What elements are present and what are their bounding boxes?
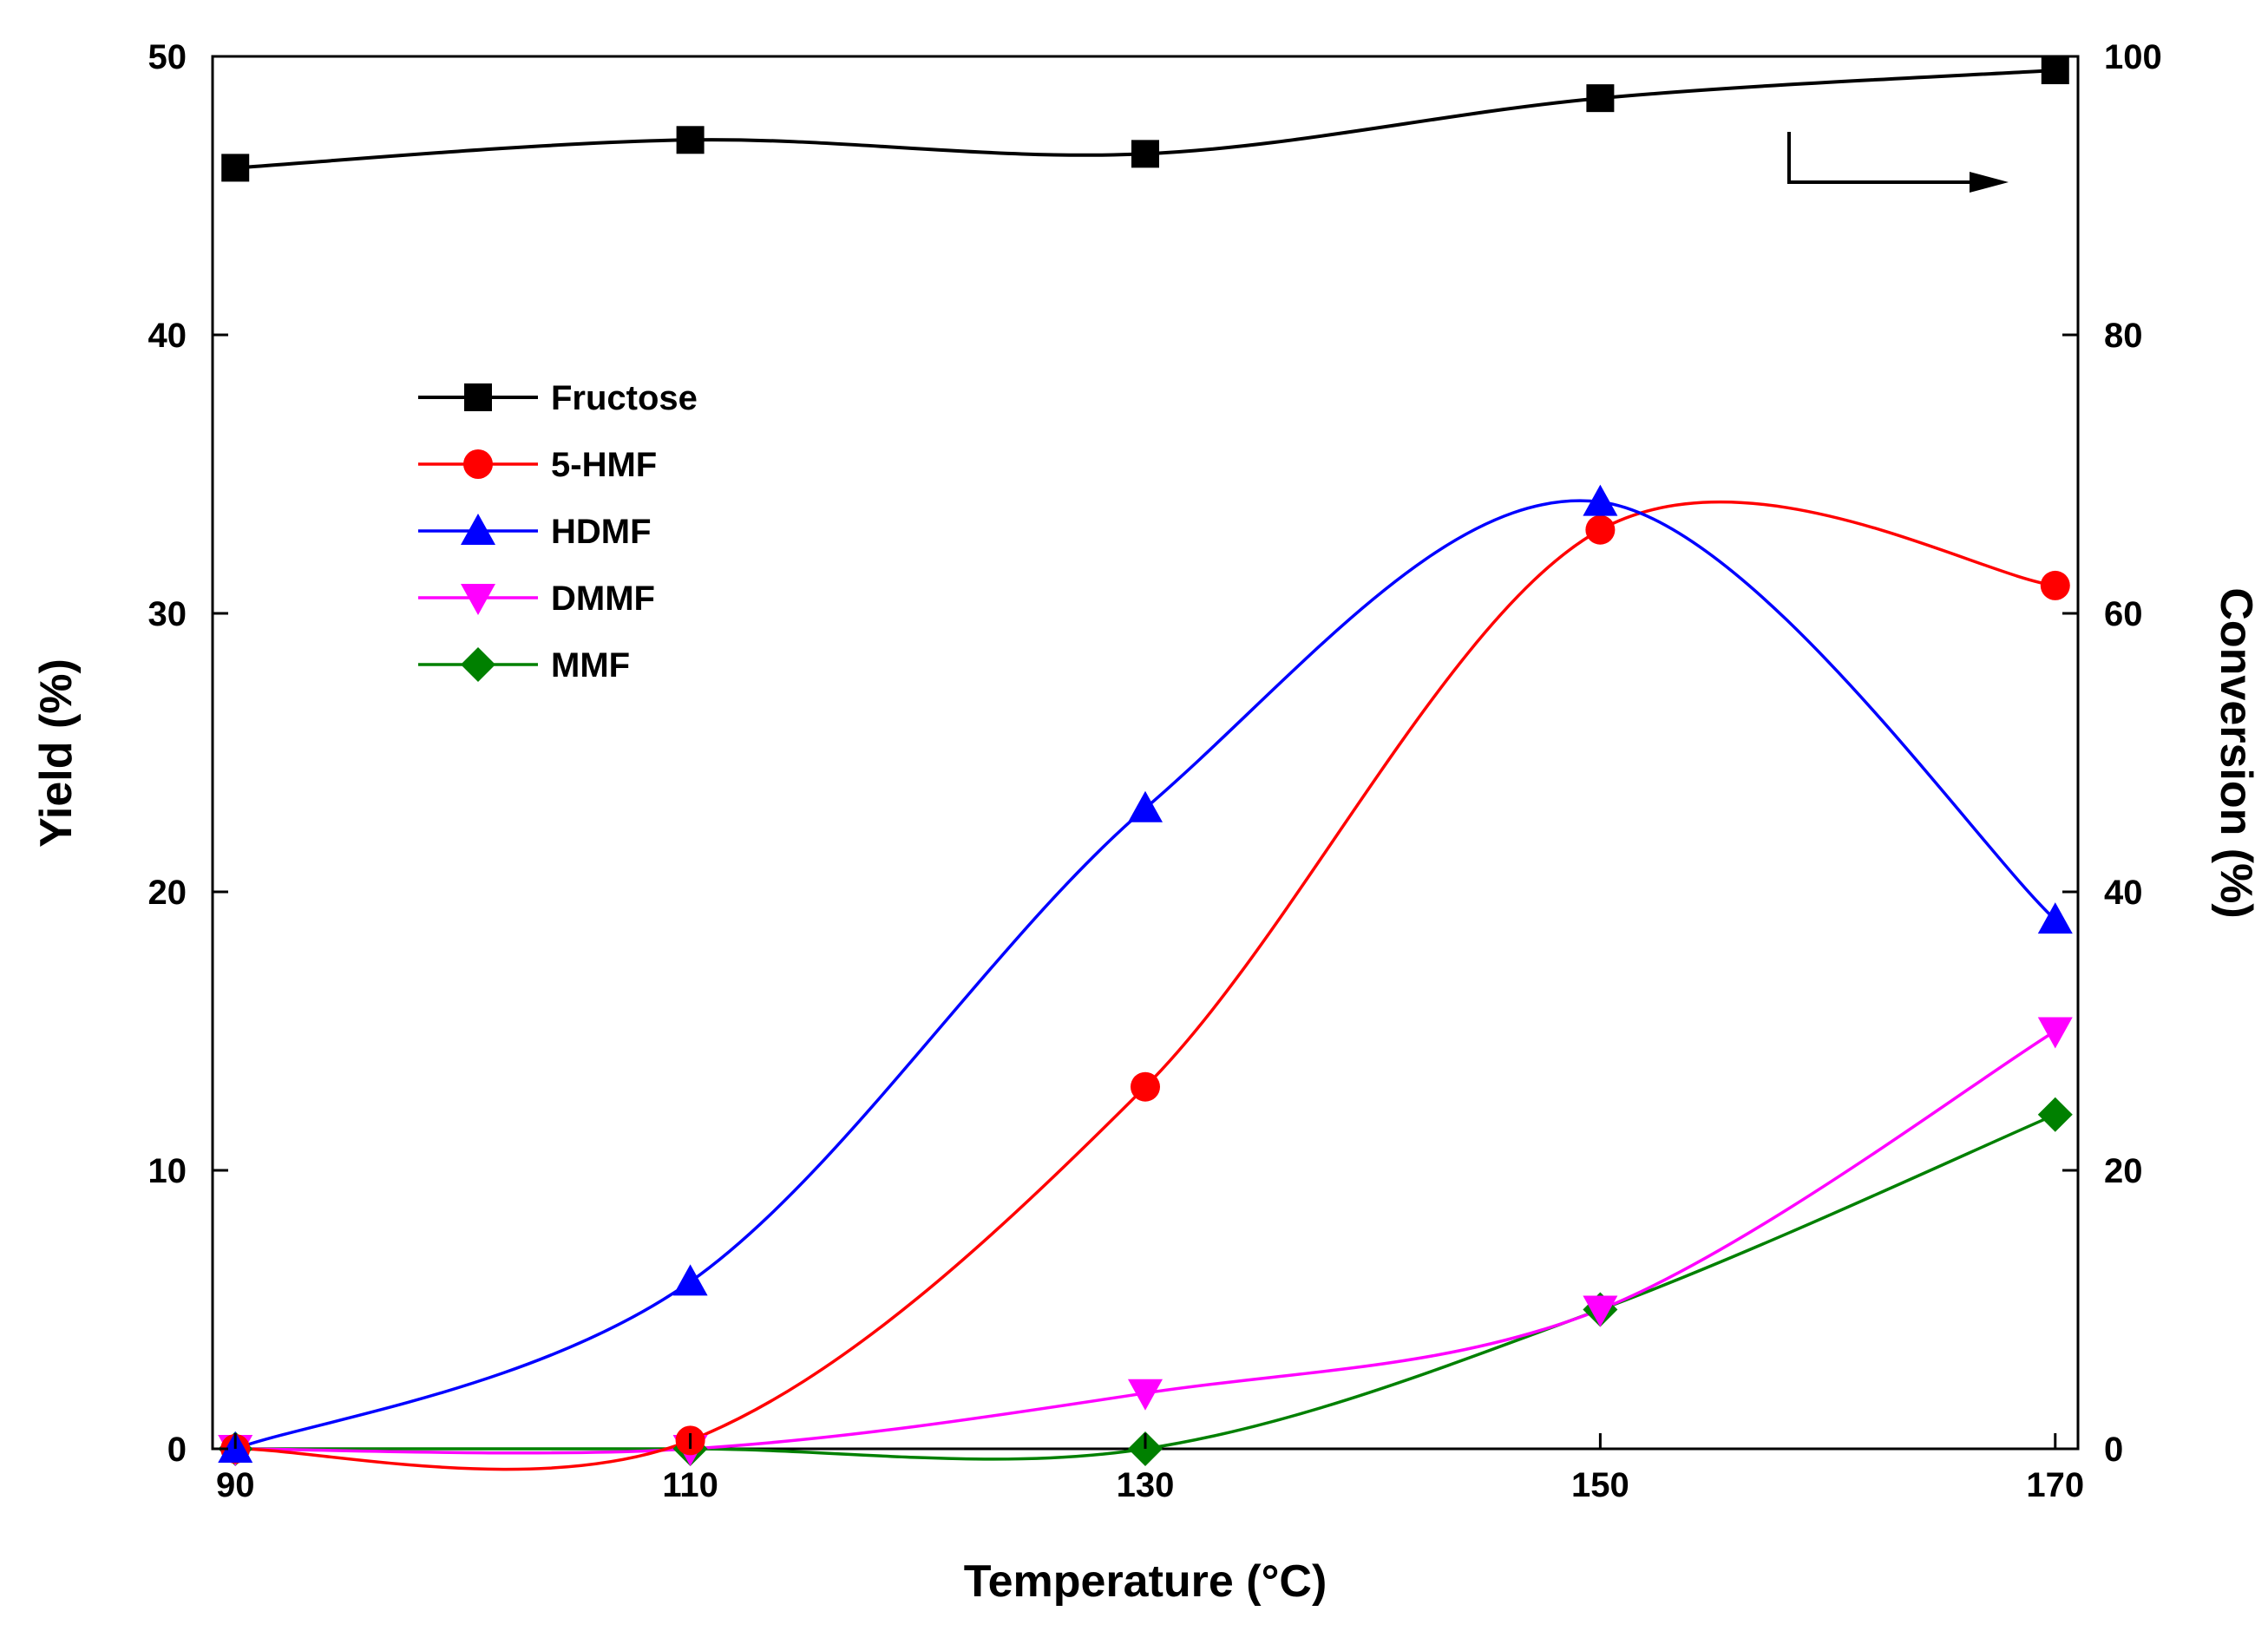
x-tick-label: 130 — [1117, 1466, 1175, 1504]
data-point-hdmf — [672, 1264, 708, 1296]
legend-label: Fructose — [551, 379, 698, 417]
y2-tick-label: 20 — [2104, 1152, 2143, 1190]
y2-tick-label: 60 — [2104, 595, 2143, 633]
data-point-fructose — [1586, 84, 1615, 113]
legend-item-5-hmf: 5-HMF — [418, 446, 657, 484]
y-tick-label: 0 — [167, 1431, 187, 1469]
x-axis-title: Temperature (°C) — [964, 1556, 1327, 1607]
data-point-hdmf — [2037, 902, 2073, 934]
data-point-dmmf — [1128, 1379, 1163, 1411]
y-axis-title: Yield (%) — [31, 658, 82, 848]
data-point-fructose — [1131, 140, 1159, 168]
legend-label: MMF — [551, 646, 630, 684]
y2-tick-label: 100 — [2104, 38, 2162, 76]
legend-item-mmf: MMF — [418, 646, 630, 684]
x-tick-label: 170 — [2026, 1466, 2084, 1504]
data-point-fructose — [2041, 56, 2069, 85]
x-tick-label: 150 — [1571, 1466, 1629, 1504]
series-line-hdmf — [234, 499, 2056, 1451]
data-point-fructose — [221, 154, 250, 182]
legend-swatch-marker — [464, 383, 492, 411]
data-point-dmmf — [2037, 1017, 2073, 1049]
legend-swatch-marker — [463, 449, 493, 479]
data-point-dmmf — [1583, 1295, 1618, 1327]
data-point-hdmf — [1583, 484, 1618, 516]
data-point-5-hmf — [2040, 570, 2070, 600]
annotation-arrow — [1787, 132, 2009, 193]
legend-swatch-marker — [461, 647, 495, 682]
data-point-5-hmf — [1131, 1071, 1160, 1102]
y2-axis-title: Conversion (%) — [2211, 587, 2261, 918]
y2-tick-label: 80 — [2104, 317, 2143, 355]
legend-item-dmmf: DMMF — [418, 580, 655, 618]
y-tick-label: 30 — [148, 595, 187, 633]
data-point-mmf — [2037, 1097, 2073, 1132]
series-line-5-hmf — [235, 500, 2056, 1471]
legend-label: DMMF — [551, 580, 655, 618]
plot-area — [211, 55, 2080, 1451]
legend-item-fructose: Fructose — [418, 379, 698, 417]
legend-label: 5-HMF — [551, 446, 657, 484]
legend: Fructose 5-HMF HDMF DMMF MMF — [418, 379, 698, 684]
legend-label: HDMF — [551, 513, 652, 551]
y-tick-label: 10 — [148, 1152, 187, 1190]
legend-item-hdmf: HDMF — [418, 513, 652, 551]
data-point-5-hmf — [1585, 514, 1616, 545]
y-tick-label: 40 — [148, 317, 187, 355]
x-tick-label: 110 — [662, 1466, 718, 1504]
y2-tick-label: 0 — [2104, 1431, 2123, 1469]
x-tick-label: 90 — [216, 1466, 255, 1504]
y2-tick-label: 40 — [2104, 874, 2143, 912]
y-tick-label: 50 — [148, 38, 187, 76]
data-point-fructose — [676, 126, 705, 154]
y-tick-label: 20 — [148, 874, 187, 912]
legend-swatch-marker — [461, 514, 495, 545]
data-point-hdmf — [1128, 790, 1163, 822]
legend-swatch-marker — [461, 584, 495, 615]
